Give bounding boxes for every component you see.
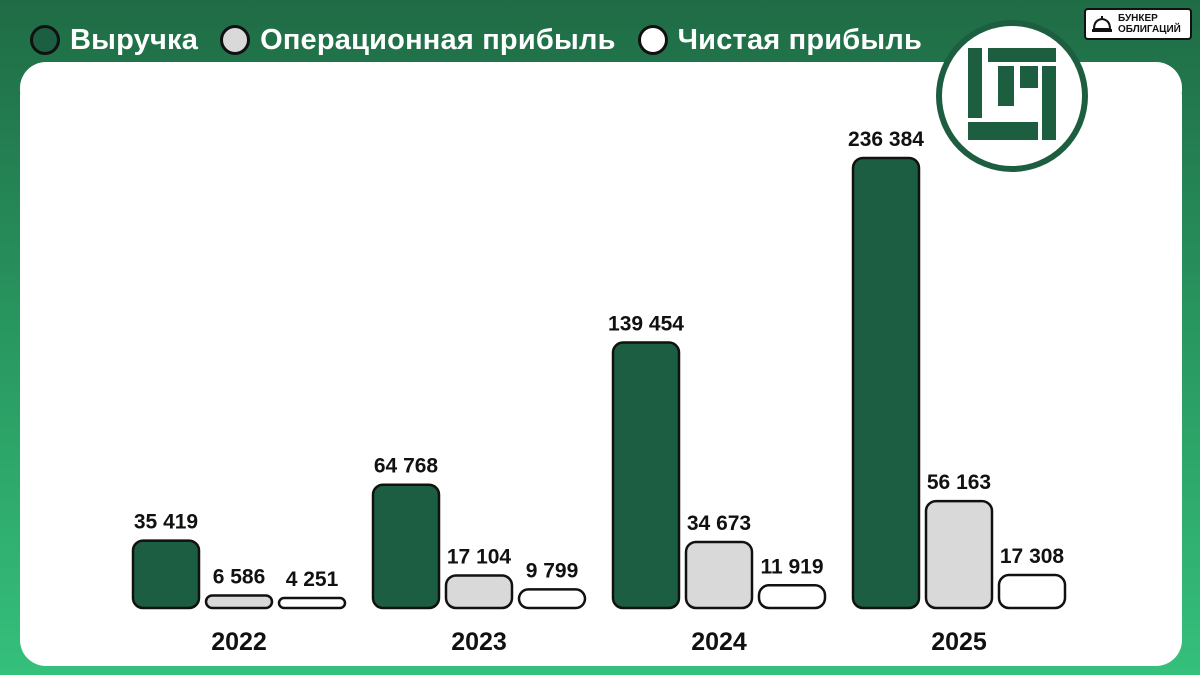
bar-value-label-2025-series-1: 56 163 bbox=[927, 471, 991, 494]
legend-item-revenue: Выручка bbox=[30, 24, 198, 57]
legend: Выручка Операционная прибыль Чистая приб… bbox=[30, 18, 922, 62]
legend-dot-net-profit bbox=[637, 25, 668, 55]
bar-2023-series-2 bbox=[517, 588, 587, 610]
brand-line1: БУНКЕР bbox=[1118, 13, 1158, 24]
legend-item-net-profit: Чистая прибыль bbox=[637, 23, 923, 57]
legend-label-net-profit: Чистая прибыль bbox=[677, 23, 923, 56]
bar-value-label-2023-series-1: 17 104 bbox=[447, 545, 512, 568]
bell-icon bbox=[1092, 16, 1112, 32]
bar-value-label-2024-series-2: 11 919 bbox=[760, 555, 823, 578]
x-tick-label-2022: 2022 bbox=[211, 628, 267, 656]
x-tick-label-2024: 2024 bbox=[691, 628, 747, 656]
bar-value-label-2025-series-0: 236 384 bbox=[848, 128, 924, 151]
bar-value-label-2022-series-0: 35 419 bbox=[134, 511, 198, 534]
legend-dot-operating-profit bbox=[220, 25, 251, 55]
bar-value-label-2022-series-1: 6 586 bbox=[213, 565, 266, 588]
legend-dot-revenue bbox=[30, 25, 60, 55]
brand-text: БУНКЕР ОБЛИГАЦИЙ bbox=[1118, 13, 1181, 35]
bar-2024-series-1 bbox=[684, 540, 754, 610]
bar-2022-series-2 bbox=[277, 596, 347, 610]
company-logo-icon bbox=[968, 48, 1056, 140]
legend-label-revenue: Выручка bbox=[70, 23, 199, 56]
bar-2023-series-0 bbox=[371, 483, 441, 610]
bar-value-label-2025-series-2: 17 308 bbox=[1000, 545, 1065, 568]
bar-value-label-2024-series-1: 34 673 bbox=[687, 512, 751, 535]
bar-value-label-2024-series-0: 139 454 bbox=[608, 313, 684, 336]
legend-item-operating-profit: Операционная прибыль bbox=[220, 24, 616, 57]
bar-2022-series-1 bbox=[204, 594, 274, 610]
legend-label-operating-profit: Операционная прибыль bbox=[260, 23, 616, 56]
x-tick-label-2023: 2023 bbox=[451, 628, 507, 656]
brand-line2: ОБЛИГАЦИЙ bbox=[1118, 24, 1181, 35]
bar-value-label-2023-series-2: 9 799 bbox=[526, 559, 579, 582]
bar-2023-series-1 bbox=[444, 574, 514, 610]
bar-2024-series-0 bbox=[611, 341, 681, 610]
bar-value-label-2022-series-2: 4 251 bbox=[286, 568, 339, 591]
bar-2025-series-2 bbox=[997, 573, 1067, 610]
brand-badge: БУНКЕР ОБЛИГАЦИЙ bbox=[1084, 8, 1192, 40]
bar-2025-series-0 bbox=[851, 156, 921, 610]
bar-2025-series-1 bbox=[924, 499, 994, 610]
company-logo bbox=[936, 20, 1088, 172]
bar-2022-series-0 bbox=[131, 539, 201, 610]
bar-value-label-2023-series-0: 64 768 bbox=[374, 455, 439, 478]
bar-2024-series-2 bbox=[757, 584, 827, 610]
x-tick-label-2025: 2025 bbox=[931, 628, 987, 656]
